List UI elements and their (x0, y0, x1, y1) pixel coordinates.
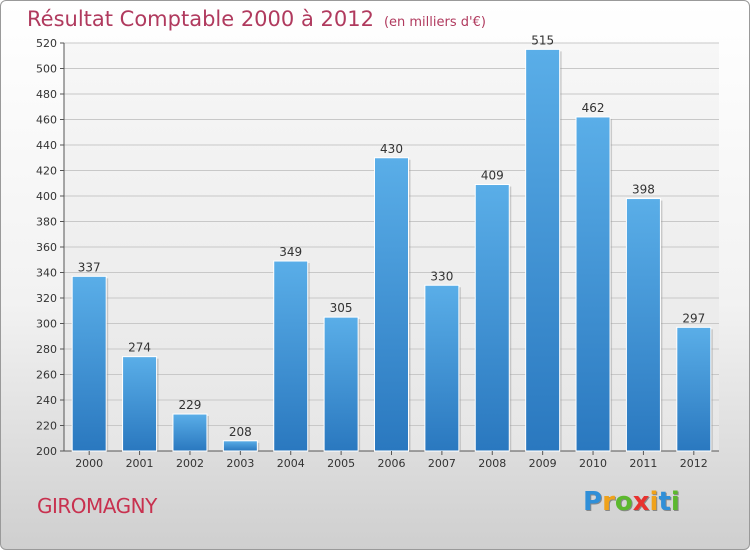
chart-title: Résultat Comptable 2000 à 2012 (en millie… (27, 7, 486, 31)
x-tick-label: 2003 (226, 457, 254, 470)
y-tick-label: 380 (36, 216, 57, 229)
y-tick-label: 260 (36, 369, 57, 382)
x-tick-label: 2012 (680, 457, 708, 470)
y-tick-label: 480 (36, 88, 57, 101)
y-tick-label: 420 (36, 165, 57, 178)
logo-letter: r (602, 487, 615, 517)
x-tick-label: 2006 (378, 457, 406, 470)
y-tick-label: 360 (36, 241, 57, 254)
bar (323, 316, 359, 452)
y-tick-label: 340 (36, 267, 57, 280)
data-label: 305 (330, 301, 353, 315)
data-label: 274 (128, 341, 151, 355)
bar (676, 326, 712, 452)
y-tick-label: 400 (36, 190, 57, 203)
x-tick-label: 2004 (277, 457, 305, 470)
place-name: GIROMAGNY (37, 494, 157, 518)
y-tick-label: 460 (36, 114, 57, 127)
logo-letter: o (614, 487, 633, 517)
bar (71, 275, 107, 452)
bar (625, 198, 661, 452)
y-tick-label: 440 (36, 139, 57, 152)
x-tick-label: 2008 (478, 457, 506, 470)
data-label: 409 (481, 169, 504, 183)
x-tick-label: 2001 (126, 457, 154, 470)
logo-letter: x (632, 487, 650, 517)
bar (122, 356, 158, 452)
data-label: 462 (582, 101, 605, 115)
y-tick-label: 320 (36, 292, 57, 305)
x-tick-label: 2010 (579, 457, 607, 470)
title-text: Résultat Comptable 2000 à 2012 (27, 7, 374, 31)
y-tick-label: 200 (36, 445, 57, 458)
data-label: 330 (430, 269, 453, 283)
bar (474, 184, 510, 452)
y-tick-label: 520 (36, 37, 57, 50)
bar (424, 284, 460, 452)
chart-subtitle: (en milliers d'€) (383, 15, 486, 30)
bar (575, 116, 611, 452)
x-tick-label: 2009 (529, 457, 557, 470)
bar (273, 260, 309, 452)
y-tick-label: 220 (36, 420, 57, 433)
data-label: 515 (531, 33, 554, 47)
data-label: 337 (78, 260, 101, 274)
x-tick-label: 2000 (75, 457, 103, 470)
x-tick-label: 2007 (428, 457, 456, 470)
data-label: 430 (380, 142, 403, 156)
bar (525, 48, 561, 452)
logo-letter: i (670, 487, 680, 517)
x-tick-label: 2011 (629, 457, 657, 470)
data-label: 349 (279, 245, 302, 259)
logo-letter: i (649, 487, 659, 517)
y-tick-label: 300 (36, 318, 57, 331)
y-tick-label: 280 (36, 343, 57, 356)
bar (222, 440, 258, 452)
data-label: 208 (229, 425, 252, 439)
bar (374, 157, 409, 452)
data-label: 229 (179, 398, 202, 412)
data-label: 297 (682, 311, 705, 325)
x-tick-label: 2005 (327, 457, 355, 470)
bar (172, 413, 208, 452)
proxiti-logo[interactable]: Proxiti (583, 487, 680, 517)
logo-letter: P (583, 487, 603, 517)
x-tick-label: 2002 (176, 457, 204, 470)
logo-letter: t (658, 487, 671, 517)
y-tick-label: 500 (36, 63, 57, 76)
y-tick-label: 240 (36, 394, 57, 407)
data-label: 398 (632, 183, 655, 197)
